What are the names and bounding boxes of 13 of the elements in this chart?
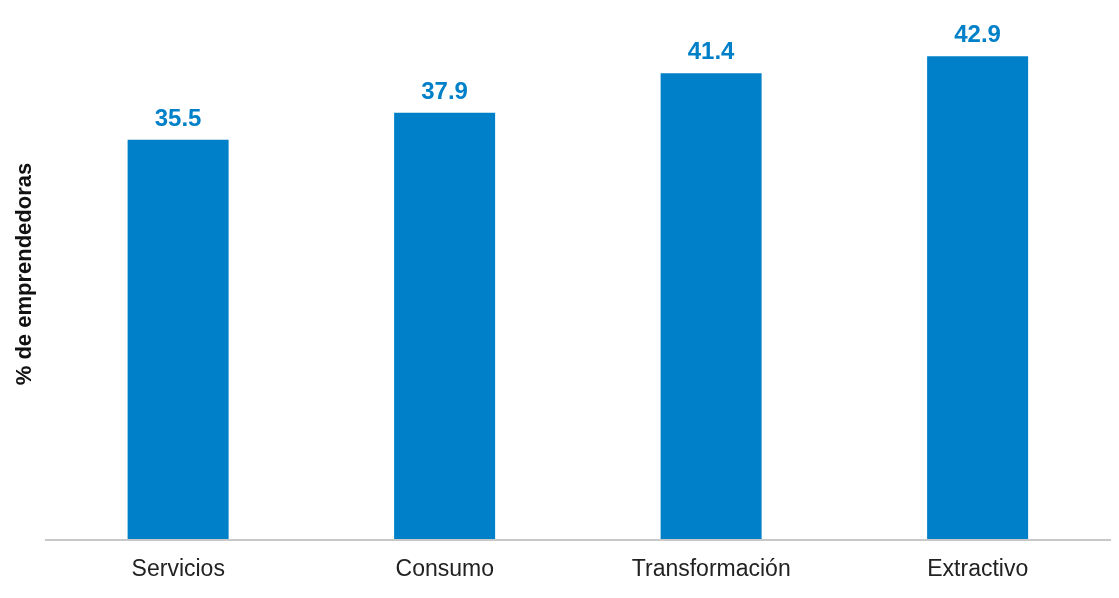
y-axis-title: % de emprendedoras	[10, 162, 36, 386]
data-label: 41.4	[687, 37, 736, 65]
x-tick-label: Transformación	[631, 555, 791, 582]
x-tick-label: Servicios	[131, 555, 225, 582]
data-label: 42.9	[954, 20, 1001, 48]
x-tick-label: Extractivo	[927, 555, 1029, 582]
bar	[394, 112, 496, 540]
data-label: 37.9	[421, 76, 468, 104]
bar	[927, 56, 1029, 540]
x-tick-label: Consumo	[395, 555, 494, 582]
bar	[660, 73, 762, 540]
bar	[127, 139, 229, 540]
data-label: 35.5	[154, 103, 202, 131]
